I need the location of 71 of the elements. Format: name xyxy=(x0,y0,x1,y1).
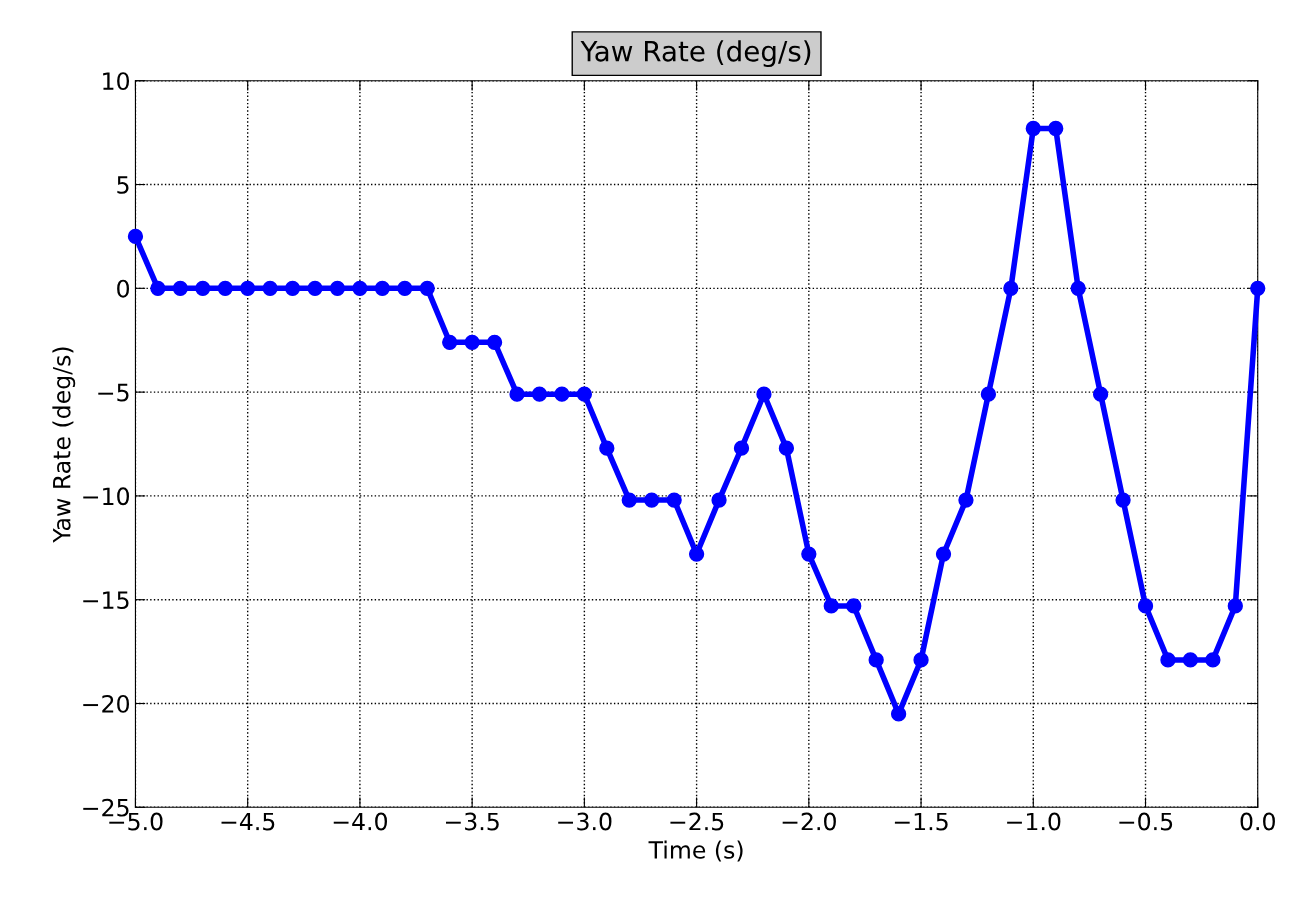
point xyxy=(621,492,637,508)
point xyxy=(262,280,278,296)
x-tick-label: −0.5 xyxy=(1119,812,1173,831)
point xyxy=(195,280,211,296)
point xyxy=(1070,280,1086,296)
point xyxy=(1205,652,1221,668)
y-tick-label: 10 xyxy=(103,72,130,91)
x-tick-label: 0.0 xyxy=(1240,812,1275,831)
point xyxy=(1137,598,1154,614)
chart-title: Yaw Rate (deg/s) xyxy=(580,40,811,68)
point xyxy=(554,386,570,402)
x-tick-label: −1.5 xyxy=(894,812,948,831)
point xyxy=(307,280,323,296)
x-tick-label: −2.0 xyxy=(782,812,836,831)
point xyxy=(711,492,727,508)
y-tick-label: −15 xyxy=(83,591,129,610)
y-tick-label: −20 xyxy=(83,694,130,713)
point xyxy=(733,440,750,456)
y-axis-title: Yaw Rate (deg/s) xyxy=(52,347,76,543)
point xyxy=(1227,598,1243,614)
point xyxy=(397,280,413,296)
point xyxy=(419,280,435,296)
point xyxy=(1250,280,1266,296)
point xyxy=(240,280,256,296)
point xyxy=(576,386,593,402)
point xyxy=(464,334,480,350)
point xyxy=(374,280,390,296)
point xyxy=(172,280,188,296)
point xyxy=(284,280,301,296)
x-tick-label: −4.0 xyxy=(333,812,388,831)
point xyxy=(1160,652,1176,668)
point xyxy=(352,280,368,296)
point xyxy=(756,386,772,402)
point xyxy=(599,440,615,456)
x-tick-label: −4.5 xyxy=(221,812,275,831)
point xyxy=(1025,120,1041,137)
point xyxy=(1182,652,1199,668)
point xyxy=(1092,386,1109,402)
point xyxy=(442,334,458,350)
point xyxy=(1115,492,1131,508)
x-axis-title: Time (s) xyxy=(648,840,743,862)
point xyxy=(890,706,907,722)
point xyxy=(127,228,144,245)
y-tick-label: −5 xyxy=(98,383,129,402)
point xyxy=(778,440,795,456)
point xyxy=(1048,120,1064,137)
y-tick-label: −10 xyxy=(83,487,130,506)
point xyxy=(935,546,952,562)
point xyxy=(644,492,660,508)
point xyxy=(217,280,233,296)
point xyxy=(509,386,525,402)
point xyxy=(531,386,548,402)
point xyxy=(801,546,817,562)
point xyxy=(868,652,884,668)
y-tick-label: 5 xyxy=(117,176,129,194)
x-tick-label: −2.5 xyxy=(670,812,724,831)
point xyxy=(958,492,974,508)
point xyxy=(846,598,862,614)
point xyxy=(823,598,839,614)
point xyxy=(150,280,166,296)
x-tick-label: −3.0 xyxy=(558,812,612,831)
point xyxy=(666,492,682,508)
point xyxy=(980,386,997,402)
point xyxy=(486,334,503,350)
y-tick-label: 0 xyxy=(117,279,130,298)
point xyxy=(329,280,346,296)
point xyxy=(1003,280,1019,296)
x-tick-label: −3.5 xyxy=(445,812,499,831)
point xyxy=(688,546,705,562)
point xyxy=(913,652,929,668)
x-tick-label: −1.0 xyxy=(1007,812,1061,831)
